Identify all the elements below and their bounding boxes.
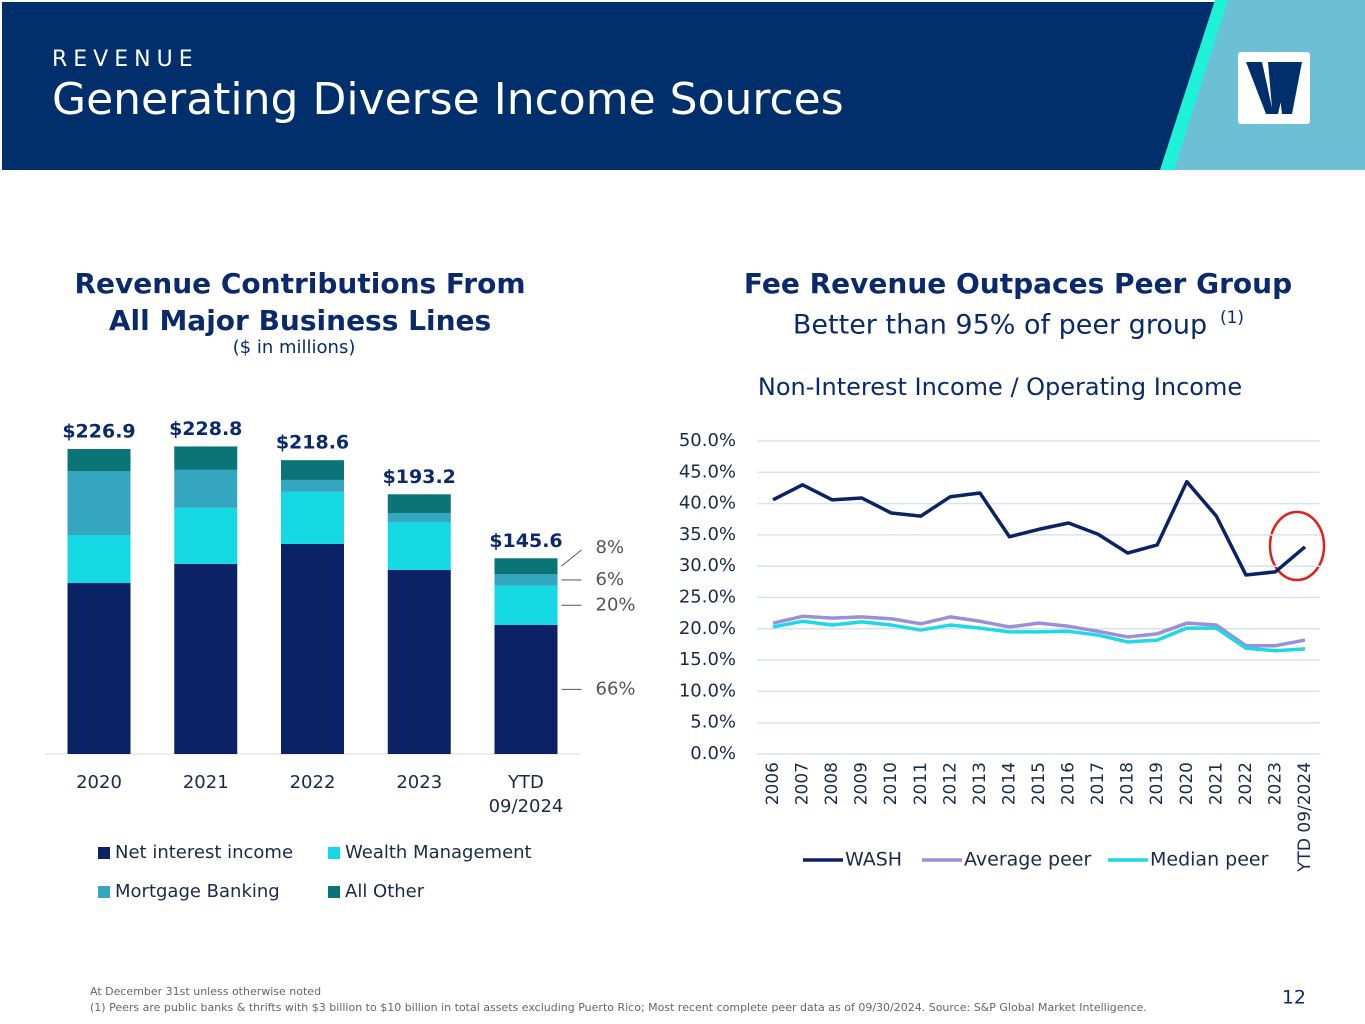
header-band — [2, 2, 1365, 170]
total-label: $228.8 — [169, 418, 242, 440]
line-series — [772, 614, 1306, 648]
bar-segment — [281, 491, 344, 544]
footer-source: (1) Peers are public banks & thrifts wit… — [90, 1001, 1147, 1014]
x-tick-label: 2017 — [1088, 762, 1108, 805]
bar-segment — [387, 512, 451, 522]
line-series — [772, 619, 1306, 653]
x-tick-label: 2020 — [76, 772, 122, 793]
x-tick-label: 2013 — [970, 762, 990, 805]
total-label: $193.2 — [383, 466, 456, 488]
legend-label: All Other — [345, 881, 425, 902]
x-tick-label: 2015 — [1029, 762, 1049, 805]
y-tick-label: 15.0% — [679, 649, 736, 670]
footer-note: At December 31st unless otherwise noted — [90, 985, 321, 998]
bar-segment — [174, 469, 238, 508]
bar-segment — [174, 563, 238, 754]
share-label: 66% — [596, 678, 636, 699]
total-label: $145.6 — [489, 530, 562, 552]
bar-segment — [67, 449, 131, 472]
x-tick-label: 2016 — [1059, 762, 1079, 805]
legend-label: Median peer — [1150, 849, 1269, 871]
x-tick-label: 2006 — [763, 762, 783, 805]
bar-segment — [67, 583, 131, 754]
y-tick-label: 20.0% — [679, 618, 736, 639]
y-tick-label: 45.0% — [679, 461, 736, 482]
bar-segment — [494, 574, 558, 586]
chart-title: All Major Business Lines — [109, 304, 491, 337]
kicker: REVENUE — [52, 47, 199, 72]
chart-title: Fee Revenue Outpaces Peer Group — [744, 267, 1292, 300]
leader-line — [561, 549, 582, 567]
x-tick-label: 2014 — [999, 762, 1019, 805]
bar-segment — [174, 446, 238, 470]
y-tick-label: 5.0% — [690, 712, 736, 733]
y-tick-label: 25.0% — [679, 587, 736, 608]
chart-subtitle: Better than 95% of peer group — [793, 310, 1207, 341]
x-tick-label: 2008 — [822, 762, 842, 805]
legend-label: Wealth Management — [345, 842, 532, 863]
share-label: 20% — [596, 594, 636, 615]
legend-label: WASH — [845, 849, 902, 871]
x-tick-label: 2021 — [1206, 762, 1226, 805]
x-tick-label: 2012 — [940, 762, 960, 805]
x-tick-label: 2009 — [852, 762, 872, 805]
bar-segment — [494, 624, 558, 754]
legend-label: Mortgage Banking — [115, 881, 280, 902]
x-tick-label: 2020 — [1177, 762, 1197, 805]
share-label: 6% — [596, 569, 625, 590]
x-tick-label: 2023 — [396, 772, 443, 793]
bar-segment — [174, 507, 238, 564]
x-tick-label: YTD 09/2024 — [1295, 762, 1315, 873]
footnote-ref: (1) — [1220, 308, 1244, 328]
x-tick-label: 2018 — [1118, 762, 1138, 805]
bar-segment — [67, 471, 131, 536]
x-tick-label: 2022 — [1236, 762, 1256, 805]
bar-segment — [281, 460, 344, 480]
bar-segment — [494, 585, 558, 625]
chart-subtitle: ($ in millions) — [233, 337, 356, 358]
x-tick-label: 2023 — [1265, 762, 1285, 805]
x-tick-label: 2021 — [182, 772, 229, 793]
x-tick-label: 2011 — [911, 762, 931, 805]
bar-segment — [387, 569, 451, 754]
logo-mark — [1246, 62, 1302, 114]
chart-title: Revenue Contributions From — [74, 267, 525, 300]
legend-swatch — [328, 886, 340, 898]
y-tick-label: 50.0% — [679, 430, 736, 451]
y-tick-label: 10.0% — [679, 680, 736, 701]
total-label: $218.6 — [276, 432, 349, 454]
x-tick-label: 2007 — [793, 762, 813, 805]
y-tick-label: 35.0% — [679, 524, 736, 545]
axis-title: Non-Interest Income / Operating Income — [758, 373, 1242, 401]
bar-segment — [494, 558, 558, 575]
bar-segment — [281, 479, 344, 492]
x-tick-label: 2019 — [1147, 762, 1167, 805]
x-tick-label: 2022 — [289, 772, 336, 793]
line-series — [772, 479, 1307, 577]
page-number: 12 — [1282, 987, 1306, 1009]
bar-segment — [387, 494, 451, 513]
legend-swatch — [98, 847, 110, 859]
highlight-circle — [1268, 510, 1326, 582]
slide-title: Generating Diverse Income Sources — [52, 74, 844, 125]
bar-segment — [67, 535, 131, 584]
share-label: 8% — [596, 537, 625, 558]
x-tick-label: 2010 — [881, 762, 901, 805]
legend-swatch — [98, 886, 110, 898]
bar-segment — [387, 521, 451, 570]
bar-segment — [281, 543, 344, 754]
y-tick-label: 40.0% — [679, 493, 736, 514]
x-tick-label: YTD 09/2024 — [488, 772, 564, 817]
total-label: $226.9 — [62, 421, 135, 443]
y-tick-label: 30.0% — [679, 555, 736, 576]
legend-label: Average peer — [964, 849, 1092, 871]
legend-label: Net interest income — [115, 842, 293, 863]
legend-swatch — [328, 847, 340, 859]
y-tick-label: 0.0% — [690, 743, 736, 764]
